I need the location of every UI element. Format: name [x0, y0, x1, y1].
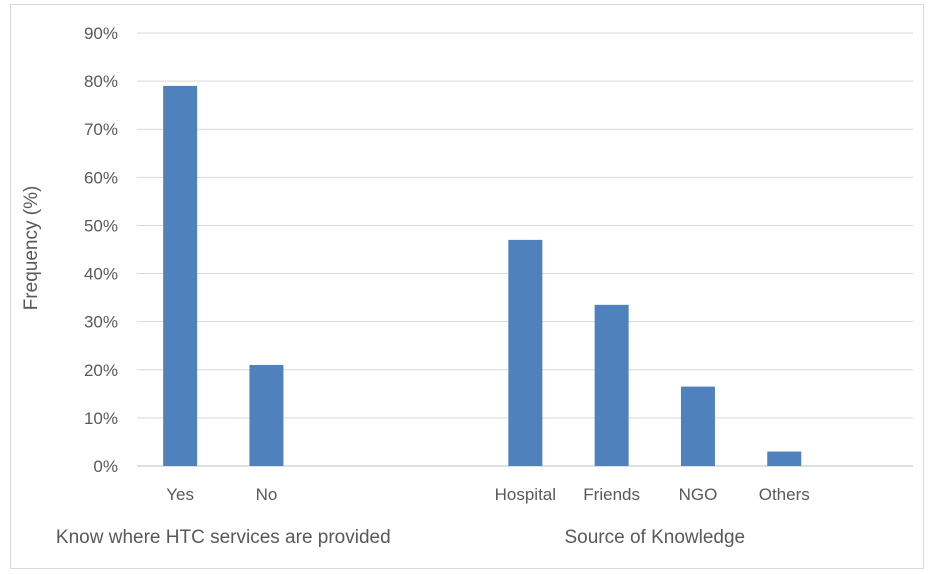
x-tick-label: NGO	[679, 485, 718, 504]
x-tick-label: Friends	[583, 485, 640, 504]
y-tick-label: 10%	[84, 409, 118, 428]
y-tick-label: 90%	[84, 24, 118, 43]
y-tick-label: 70%	[84, 120, 118, 139]
bar-ngo	[680, 386, 715, 466]
bar-no	[249, 364, 284, 466]
group-labels: Know where HTC services are provided Sour…	[56, 527, 745, 548]
y-tick-label: 20%	[84, 361, 118, 380]
x-tick-label: Yes	[166, 485, 194, 504]
y-tick-label: 80%	[84, 72, 118, 91]
bar-friends	[594, 304, 629, 466]
bar-others	[767, 451, 802, 466]
y-tick-label: 30%	[84, 313, 118, 332]
group-label: Know where HTC services are provided	[56, 527, 391, 548]
y-axis-title: Frequency (%)	[21, 186, 42, 311]
chart-frame	[10, 4, 924, 569]
x-tick-label: Hospital	[495, 485, 556, 504]
bar-yes	[163, 85, 198, 466]
x-tick-label: Others	[759, 485, 810, 504]
x-tick-label: No	[256, 485, 278, 504]
y-tick-label: 0%	[93, 457, 118, 476]
x-axis-ticks: Yes No Hospital Friends NGO Others	[166, 485, 809, 504]
y-axis-ticks: 0% 10% 20% 30% 40% 50% 60% 70% 80% 90%	[84, 24, 118, 476]
bars	[163, 85, 802, 466]
group-label: Source of Knowledge	[564, 527, 745, 548]
y-tick-label: 40%	[84, 265, 118, 284]
y-tick-label: 60%	[84, 168, 118, 187]
y-tick-label: 50%	[84, 216, 118, 235]
bar-hospital	[508, 239, 543, 466]
